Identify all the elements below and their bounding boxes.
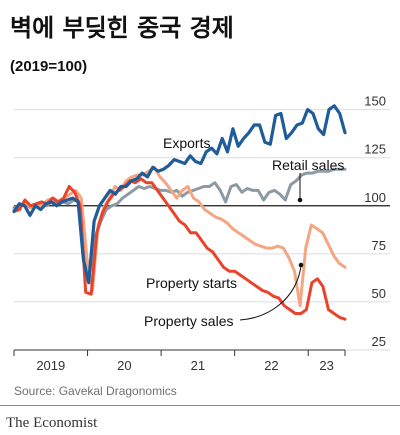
label-property-starts: Property starts [146, 275, 237, 291]
chart-title: 벽에 부딪힌 중국 경제 [10, 14, 234, 42]
chart-subtitle: (2019=100) [10, 58, 88, 75]
label-property-sales: Property sales [144, 313, 233, 329]
y-tick-label: 100 [364, 190, 386, 205]
x-tick-label: 20 [117, 358, 131, 373]
y-tick-label: 150 [364, 94, 386, 109]
series-line-property-sales [12, 177, 347, 321]
x-tick-label: 22 [264, 358, 278, 373]
x-tick-label: 21 [191, 358, 205, 373]
y-tick-label: 50 [372, 286, 386, 301]
series-line-exports [12, 104, 347, 285]
label-retail-sales: Retail sales [272, 157, 344, 173]
series-line-property-starts [12, 165, 347, 308]
leader-property-starts [239, 265, 302, 321]
y-tick-label: 25 [372, 334, 386, 349]
y-tick-label: 75 [372, 238, 386, 253]
label-exports: Exports [163, 135, 210, 151]
footer-rule [0, 405, 400, 406]
brand-logo: The Economist [6, 415, 98, 431]
x-tick-label: 2019 [36, 358, 65, 373]
line-chart: 25 50 75 100 125 150 2019 20 21 22 23 Exports Retail… [12, 94, 390, 373]
leader-dot-retail-sales [297, 197, 303, 203]
x-tick-label: 23 [319, 358, 333, 373]
source-note: Source: Gavekal Dragonomics [14, 384, 177, 398]
leader-dot-property-starts [298, 262, 304, 268]
y-tick-label: 125 [364, 142, 386, 157]
